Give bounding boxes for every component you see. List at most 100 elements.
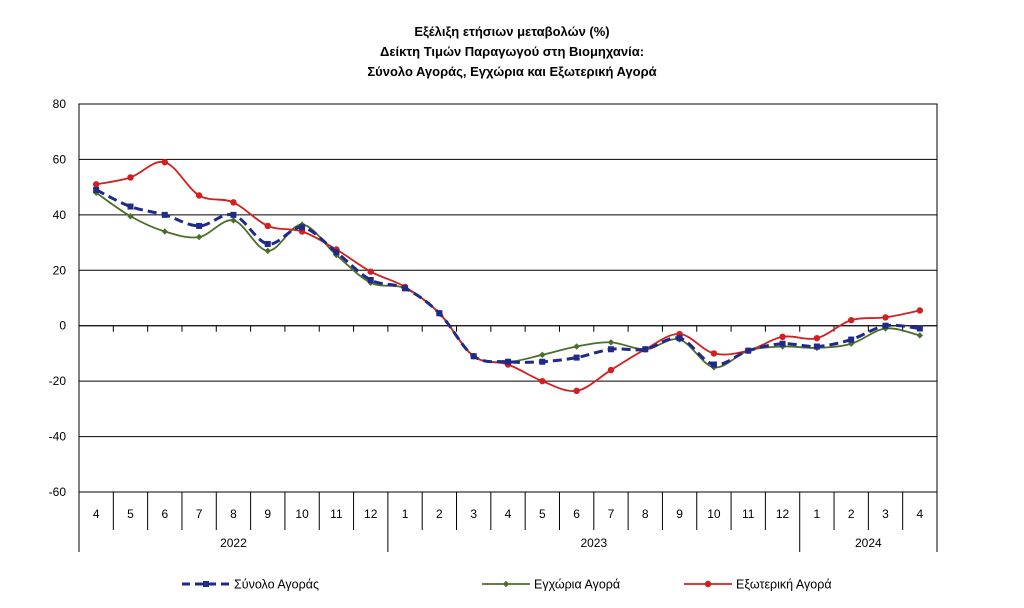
y-tick-label: -40 — [49, 430, 67, 444]
x-tick-label: 11 — [330, 507, 343, 521]
data-point — [264, 247, 271, 255]
legend: Σύνολο Αγοράς Εγχώρια Αγορά Εξωτερική Αγορ… — [182, 578, 832, 592]
data-point — [230, 217, 237, 224]
data-point — [813, 334, 821, 342]
data-point — [470, 353, 477, 360]
y-tick-label: 40 — [53, 208, 67, 222]
x-tick-label: 2 — [436, 507, 443, 521]
data-point — [607, 339, 615, 346]
data-point — [848, 340, 855, 347]
x-tick-label: 1 — [814, 507, 821, 521]
legend-swatch-marker — [203, 581, 209, 587]
data-point — [299, 224, 306, 231]
plot-area — [79, 104, 937, 492]
y-tick-label: -20 — [49, 374, 67, 388]
data-point — [367, 268, 374, 275]
data-point — [539, 358, 546, 365]
x-tick-label: 1 — [402, 507, 409, 521]
x-tick-label: 7 — [196, 507, 203, 521]
x-tick-label: 7 — [608, 507, 615, 521]
data-point — [127, 203, 134, 210]
y-tick-label: -60 — [49, 485, 67, 499]
data-point — [161, 211, 168, 218]
data-point — [367, 276, 374, 283]
data-point — [882, 322, 889, 329]
data-point — [573, 354, 580, 361]
x-tick-label: 12 — [776, 507, 790, 521]
data-point — [916, 332, 924, 339]
y-tick-label: 80 — [53, 97, 67, 111]
year-label: 2024 — [855, 536, 882, 550]
data-point — [402, 285, 409, 292]
legend-label: Εγχώρια Αγορά — [534, 578, 620, 592]
x-tick-label: 8 — [642, 507, 649, 521]
x-tick-label: 12 — [364, 507, 378, 521]
data-point — [195, 233, 203, 241]
year-label: 2023 — [580, 536, 607, 550]
data-point — [573, 343, 580, 350]
data-point — [779, 340, 786, 347]
data-point — [642, 346, 649, 353]
series-lines — [92, 159, 924, 395]
year-label: 2022 — [220, 536, 247, 550]
chart-title-line-2: Δείκτη Τιμών Παραγωγού στη Βιομηχανία: — [380, 44, 644, 59]
x-tick-label: 10 — [295, 507, 309, 521]
data-point — [676, 335, 683, 342]
data-point — [92, 181, 100, 188]
y-tick-label: 60 — [53, 152, 67, 166]
data-point — [93, 186, 100, 193]
x-tick-label: 8 — [230, 507, 237, 521]
data-point — [161, 228, 168, 235]
data-point — [230, 211, 237, 218]
data-point — [127, 213, 134, 220]
data-point — [745, 347, 752, 354]
x-tick-label: 4 — [505, 507, 512, 521]
y-tick-label: 0 — [59, 319, 66, 333]
data-point — [196, 222, 203, 229]
data-point — [264, 240, 271, 247]
data-point — [916, 307, 924, 314]
legend-label: Σύνολο Αγοράς — [234, 578, 319, 592]
data-point — [333, 249, 340, 256]
data-point — [505, 358, 511, 365]
data-point — [848, 336, 855, 343]
legend-label: Εξωτερική Αγορά — [736, 578, 832, 592]
data-point — [848, 316, 855, 324]
data-point — [573, 387, 580, 395]
data-point — [264, 222, 271, 230]
data-point — [882, 314, 889, 321]
legend-swatch-marker — [704, 580, 712, 588]
y-tick-label: 20 — [53, 263, 67, 277]
data-point — [195, 192, 203, 199]
x-tick-label: 6 — [573, 507, 580, 521]
data-point — [436, 310, 443, 317]
data-point — [607, 366, 615, 374]
x-tick-label: 5 — [539, 507, 546, 521]
x-tick-label: 2 — [848, 507, 855, 521]
data-point — [230, 199, 237, 206]
x-tick-label: 4 — [916, 507, 923, 521]
data-point — [161, 159, 168, 166]
x-tick-label: 9 — [264, 507, 271, 521]
gridlines — [78, 103, 938, 493]
data-point — [607, 346, 614, 353]
x-tick-label: 11 — [742, 507, 755, 521]
x-tick-label: 3 — [470, 507, 477, 521]
y-axis-ticks: 80 60 40 20 0 -20 -40 -60 — [49, 97, 67, 499]
data-point — [710, 361, 717, 368]
x-tick-label: 4 — [93, 507, 100, 521]
data-point — [539, 377, 546, 385]
data-point — [127, 174, 134, 181]
chart-title-line-1: Εξέλιξη ετήσιων μεταβολών (%) — [414, 24, 609, 39]
legend-swatch-marker — [502, 580, 510, 588]
x-tick-label: 10 — [707, 507, 721, 521]
x-tick-label: 9 — [676, 507, 683, 521]
chart-title-line-3: Σύνολο Αγοράς, Εγχώρια και Εξωτερική Αγο… — [367, 64, 656, 79]
data-point — [539, 351, 546, 359]
plot-frame — [78, 103, 938, 493]
x-tick-label: 3 — [882, 507, 889, 521]
data-point — [813, 343, 820, 350]
data-point — [779, 333, 786, 340]
